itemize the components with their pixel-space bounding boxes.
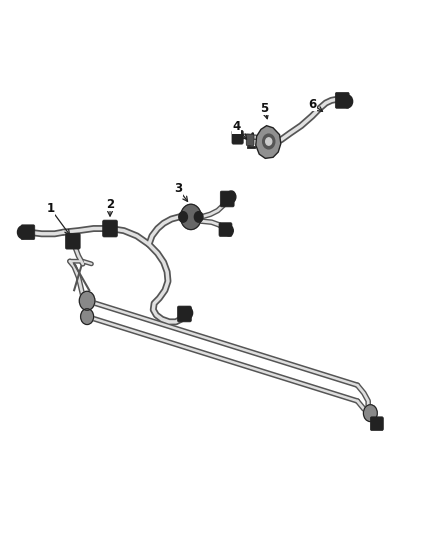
- FancyBboxPatch shape: [232, 131, 243, 144]
- Circle shape: [183, 307, 193, 319]
- Circle shape: [225, 225, 233, 236]
- Circle shape: [364, 405, 377, 422]
- FancyBboxPatch shape: [371, 417, 383, 431]
- Text: 2: 2: [106, 198, 114, 216]
- FancyBboxPatch shape: [21, 225, 35, 240]
- Text: 1: 1: [46, 202, 70, 235]
- Circle shape: [342, 95, 353, 108]
- Circle shape: [263, 134, 275, 149]
- Circle shape: [266, 138, 272, 145]
- FancyBboxPatch shape: [102, 220, 117, 237]
- FancyBboxPatch shape: [220, 191, 234, 207]
- FancyBboxPatch shape: [66, 233, 80, 249]
- Circle shape: [180, 204, 201, 230]
- FancyBboxPatch shape: [336, 92, 349, 108]
- Circle shape: [179, 212, 187, 222]
- FancyBboxPatch shape: [246, 134, 254, 146]
- FancyBboxPatch shape: [177, 306, 191, 322]
- Circle shape: [194, 212, 203, 222]
- Text: 4: 4: [232, 120, 247, 139]
- Circle shape: [226, 191, 236, 203]
- Polygon shape: [256, 126, 281, 158]
- Circle shape: [18, 226, 28, 239]
- Text: 6: 6: [308, 98, 322, 111]
- Text: 3: 3: [174, 182, 187, 201]
- Text: 5: 5: [260, 102, 268, 119]
- Circle shape: [79, 292, 95, 310]
- FancyBboxPatch shape: [219, 223, 232, 237]
- Circle shape: [81, 309, 94, 325]
